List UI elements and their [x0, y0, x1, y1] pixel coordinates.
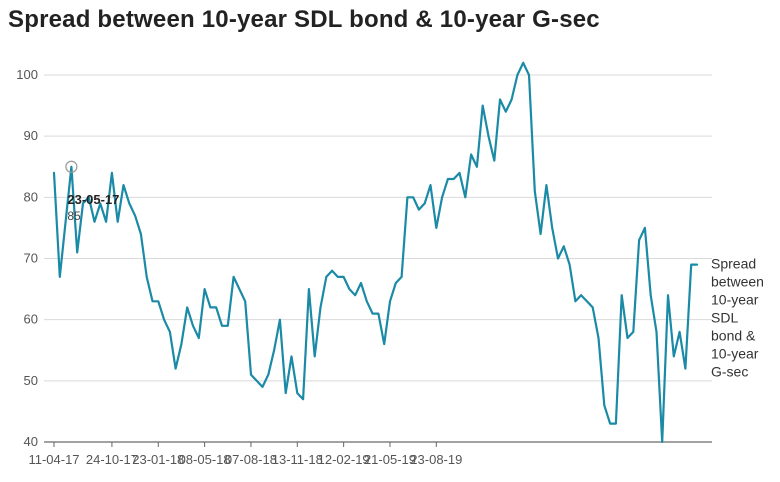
x-tick-label: 23-08-19 — [410, 452, 462, 467]
x-tick-label: 23-01-18 — [132, 452, 184, 467]
x-tick-label: 21-05-19 — [364, 452, 416, 467]
series-label-line: Spread — [711, 256, 756, 272]
y-tick-label: 80 — [24, 189, 38, 204]
x-tick-label: 12-02-19 — [318, 452, 370, 467]
x-axis-ticks: 11-04-17 24-10-1723-01-1808-05-1807-08-18… — [28, 442, 462, 467]
series-layer — [52, 61, 699, 444]
y-tick-label: 90 — [24, 128, 38, 143]
y-tick-label: 70 — [24, 251, 38, 266]
y-tick-label: 50 — [24, 373, 38, 388]
x-tick-label: 24-10-17 — [86, 452, 138, 467]
x-tick-label: 08-05-18 — [179, 452, 231, 467]
y-axis-ticks: 40 50 60 70 80 90 100 — [16, 67, 38, 449]
y-tick-label: 100 — [16, 67, 38, 82]
annotation-value: 85 — [67, 209, 81, 223]
annotation-marker — [65, 160, 78, 173]
series-label-line: G-sec — [711, 364, 748, 380]
annotation-layer: 23-05-17 85 — [65, 160, 119, 223]
x-tick-label: 11-04-17 — [28, 452, 79, 467]
x-tick-label: 13-11-18 — [272, 452, 323, 467]
series-label-line: SDL — [711, 310, 738, 326]
series-label-layer: Spread between 10-year SDL bond & 10-year G-se… — [711, 256, 764, 380]
grid-layer — [44, 74, 712, 443]
y-tick-label: 60 — [24, 312, 38, 327]
series-label-line: bond & — [711, 328, 756, 344]
series-line — [52, 61, 699, 444]
series-label-line: 10-year — [711, 346, 759, 362]
x-tick-label: 07-08-18 — [225, 452, 277, 467]
chart-title: Spread between 10-year SDL bond & 10-yea… — [8, 6, 600, 33]
series-label-line: between — [711, 274, 764, 290]
annotation-date: 23-05-17 — [67, 192, 119, 207]
series-label-line: 10-year — [711, 292, 759, 308]
y-tick-label: 40 — [24, 434, 38, 449]
